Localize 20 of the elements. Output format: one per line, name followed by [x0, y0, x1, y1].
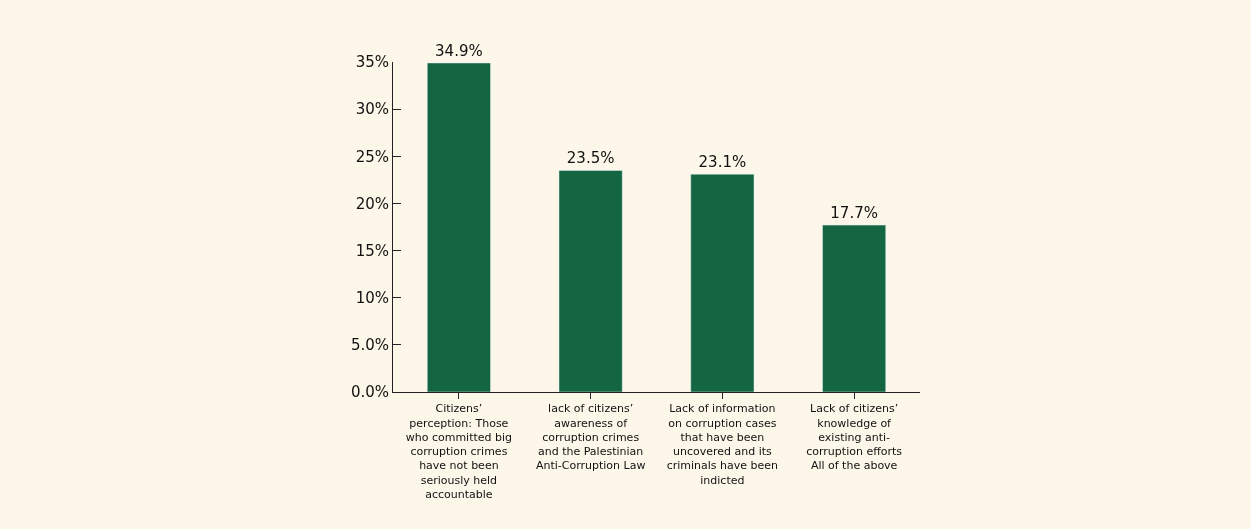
y-tick-label: 15%: [355, 241, 389, 260]
bar: [427, 62, 491, 392]
y-tick-label: 0.0%: [350, 383, 389, 402]
data-label: 17.7%: [830, 204, 878, 223]
x-tick-label: Lack of information on corruption cases that have been uncovered and its criminals have been indicted: [666, 402, 779, 487]
y-tick-label: 35%: [355, 53, 389, 72]
y-tick-label: 20%: [355, 194, 389, 213]
x-tick-label: Citizens’ perception: Those who committed big corruption crimes have not been seriously held accountable: [405, 402, 513, 501]
data-label: 23.5%: [566, 149, 615, 168]
x-tick-label: Lack of citizens’ knowledge of existing anti-corruption efforts All of the above: [806, 402, 903, 473]
x-tick-label: lack of citizens’ awareness of corruption crimes and the Palestinian Anti-Corruption Law: [535, 402, 646, 473]
bar: [822, 224, 886, 392]
bar: [558, 170, 623, 392]
data-label: 23.1%: [698, 153, 747, 172]
y-tick-label: 5.0%: [350, 336, 389, 355]
y-tick-label: 25%: [355, 147, 389, 166]
y-tick-label: 10%: [355, 288, 389, 307]
y-tick-label: 30%: [355, 100, 389, 119]
data-label: 34.9%: [435, 41, 483, 60]
bar: [690, 173, 755, 392]
